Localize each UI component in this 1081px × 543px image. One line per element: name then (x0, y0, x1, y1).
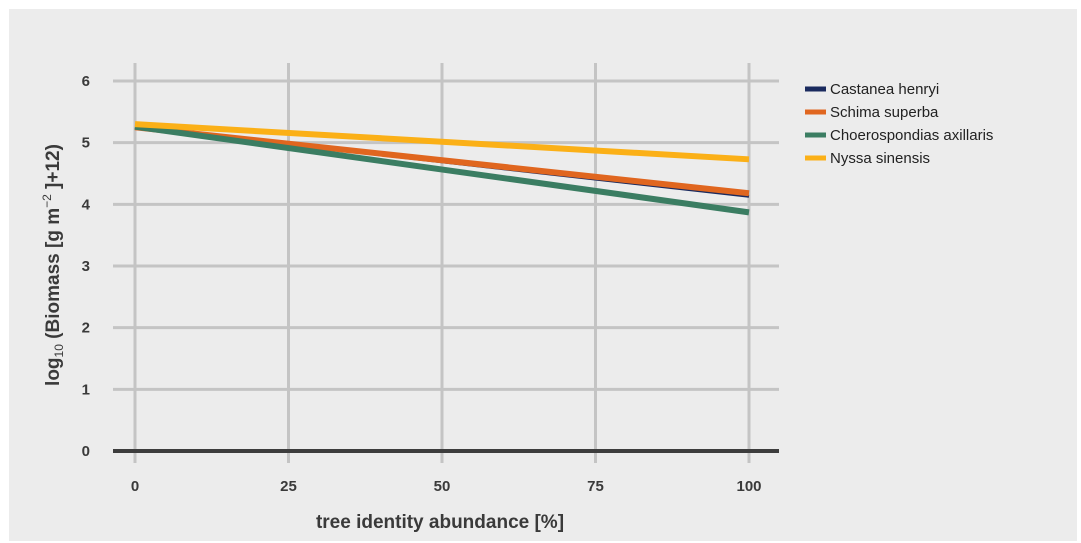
y-tick-label: 6 (82, 73, 90, 90)
legend-label-2: Schima superba (830, 104, 939, 121)
legend: Castanea henryi Schima superba Choerospond… (805, 81, 993, 167)
y-axis-title-end: ]+12) (43, 144, 64, 194)
y-tick-label: 2 (82, 320, 90, 337)
grid-layer (113, 63, 779, 463)
x-tick-label: 0 (131, 478, 139, 495)
series-layer (134, 121, 750, 216)
x-axis-tick-labels: 0 25 50 75 100 (131, 478, 762, 495)
y-axis-title: log10 (Biomass [g m−2 ]+12) (40, 144, 66, 386)
y-tick-label: 0 (82, 443, 90, 460)
chart-panel: 0 25 50 75 100 0 1 2 3 4 5 6 tree identity abundan… (9, 9, 1077, 541)
y-axis-title-superscript: −2 (40, 194, 54, 208)
x-axis-title: tree identity abundance [%] (316, 512, 564, 533)
line-chart: 0 25 50 75 100 0 1 2 3 4 5 6 tree identity abundan… (40, 63, 993, 533)
legend-label-4: Nyssa sinensis (830, 150, 930, 167)
x-tick-label: 100 (736, 478, 761, 495)
x-tick-label: 25 (280, 478, 297, 495)
legend-label-1: Castanea henryi (830, 81, 939, 98)
series-line-3 (134, 123, 750, 216)
y-tick-label: 5 (82, 135, 90, 152)
y-axis-title-main: (Biomass [g m (43, 208, 64, 344)
x-tick-label: 50 (434, 478, 451, 495)
y-axis-title-log: log (43, 357, 64, 386)
y-tick-label: 4 (82, 196, 91, 213)
series-line-4 (134, 121, 750, 163)
x-tick-label: 75 (587, 478, 604, 495)
y-axis-tick-labels: 0 1 2 3 4 5 6 (82, 73, 91, 460)
y-tick-label: 1 (82, 381, 90, 398)
y-axis-title-subscript: 10 (52, 344, 66, 358)
legend-label-3: Choerospondias axillaris (830, 127, 993, 144)
y-tick-label: 3 (82, 258, 90, 275)
